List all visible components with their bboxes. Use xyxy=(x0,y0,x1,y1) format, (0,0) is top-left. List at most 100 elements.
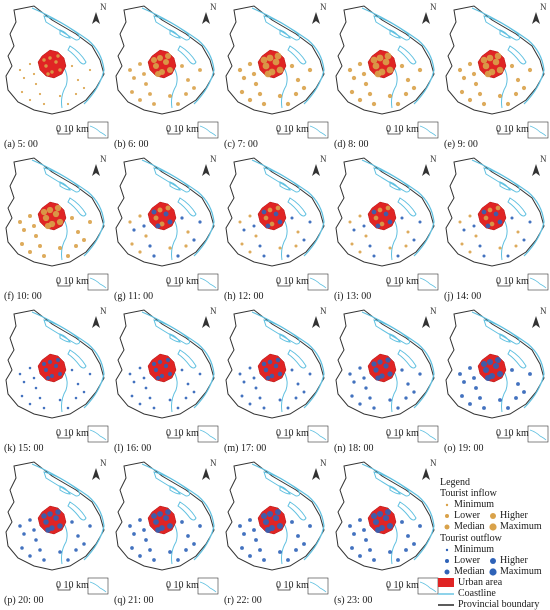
tourist-flow-point xyxy=(192,390,196,394)
panel-label: (s) 23: 00 xyxy=(334,595,373,606)
tourist-flow-point xyxy=(32,224,36,228)
tourist-flow-point xyxy=(267,359,273,365)
tourist-flow-point xyxy=(483,215,489,221)
map-panel: N 0 10 km (q) 21: 00 xyxy=(110,456,220,608)
tourist-flow-point xyxy=(278,550,282,554)
legend-outflow-maximum: Maximum xyxy=(500,566,542,577)
tourist-flow-point xyxy=(22,532,26,536)
inset-map-coast xyxy=(309,125,327,137)
tourist-flow-point xyxy=(481,101,487,107)
tourist-flow-point xyxy=(247,61,253,67)
island-coastline xyxy=(169,333,181,343)
map-panel: N 0 10 km (p) 20: 00 xyxy=(0,456,110,608)
tourist-flow-point xyxy=(267,207,273,213)
tourist-flow-point xyxy=(18,372,22,376)
legend: Legend Tourist inflow Minimum Lower High… xyxy=(436,477,550,610)
scale-bar xyxy=(57,434,71,439)
panel-label: (i) 13: 00 xyxy=(334,291,372,302)
tourist-flow-point xyxy=(258,548,262,552)
inset-map-coast xyxy=(529,277,547,289)
tourist-flow-point xyxy=(138,518,142,522)
panel-label: (r) 22: 00 xyxy=(224,595,262,606)
legend-outflow-median: Median xyxy=(454,566,485,577)
tourist-flow-point xyxy=(418,524,422,528)
tourist-flow-point xyxy=(74,396,78,400)
north-label: N xyxy=(320,154,327,164)
tourist-flow-point xyxy=(272,58,280,66)
tourist-flow-point xyxy=(358,518,362,522)
tourist-flow-point xyxy=(269,221,275,227)
tourist-flow-point xyxy=(467,97,473,103)
tourist-flow-point xyxy=(128,68,132,72)
tourist-flow-point xyxy=(370,512,378,520)
map-panel: N 0 10 km (h) 12: 00 xyxy=(220,152,330,304)
map-panel: N 0 10 km (s) 23: 00 xyxy=(330,456,440,608)
scale-label: 0 10 km xyxy=(56,276,89,287)
tourist-flow-point xyxy=(266,54,274,62)
tourist-flow-point xyxy=(28,366,32,370)
tourist-flow-point xyxy=(302,390,306,394)
tourist-flow-point xyxy=(142,376,146,380)
tourist-flow-point xyxy=(152,406,156,410)
tourist-flow-point xyxy=(376,54,384,62)
map-panel: N 0 10 km (b) 6: 00 xyxy=(110,0,220,152)
tourist-flow-point xyxy=(70,368,74,372)
scale-bar xyxy=(277,130,291,135)
north-arrow-icon xyxy=(422,468,430,480)
tourist-flow-point xyxy=(478,244,482,248)
tourist-flow-point xyxy=(388,550,392,554)
legend-inflow-median: Median xyxy=(454,521,485,532)
tourist-flow-point xyxy=(164,52,172,60)
island-coastline xyxy=(59,29,71,39)
tourist-flow-point xyxy=(467,61,473,67)
tourist-flow-point xyxy=(56,358,60,362)
tourist-flow-point xyxy=(364,538,368,542)
tourist-flow-point xyxy=(58,68,62,72)
tourist-flow-point xyxy=(412,238,416,242)
scale-label: 0 10 km xyxy=(56,124,89,135)
scale-label: 0 10 km xyxy=(386,124,419,135)
tourist-flow-point xyxy=(167,523,173,529)
island-coastline xyxy=(169,485,181,495)
tourist-flow-point xyxy=(240,394,244,398)
tourist-flow-point xyxy=(496,370,504,378)
tourist-flow-point xyxy=(152,558,156,562)
tourist-flow-point xyxy=(357,97,363,103)
tourist-flow-point xyxy=(32,72,36,76)
tourist-flow-point xyxy=(275,357,281,363)
tourist-flow-point xyxy=(184,92,188,96)
tourist-flow-point xyxy=(192,542,196,546)
north-label: N xyxy=(430,2,437,12)
tourist-flow-point xyxy=(257,91,263,97)
tourist-flow-point xyxy=(155,527,161,533)
map-panel: N 0 10 km (o) 19: 00 xyxy=(440,304,550,456)
tourist-flow-point xyxy=(198,68,202,72)
map-panel: N 0 10 km (j) 14: 00 xyxy=(440,152,550,304)
tourist-flow-point xyxy=(412,542,416,546)
tourist-flow-point xyxy=(261,101,267,107)
tourist-flow-point xyxy=(277,93,283,99)
tourist-flow-point xyxy=(132,380,136,384)
tourist-flow-point xyxy=(362,528,366,532)
tourist-flow-point xyxy=(272,514,280,522)
tourist-flow-point xyxy=(153,519,159,525)
north-arrow-icon xyxy=(312,164,320,176)
scale-bar xyxy=(497,282,511,287)
tourist-flow-point xyxy=(180,520,184,524)
tourist-flow-point xyxy=(528,220,532,224)
tourist-flow-point xyxy=(42,254,46,258)
north-label: N xyxy=(540,2,547,12)
island-coastline xyxy=(177,197,197,217)
tourist-flow-point xyxy=(372,406,376,410)
island-coastline xyxy=(507,197,527,217)
tourist-flow-point xyxy=(510,216,514,220)
scale-label: 0 10 km xyxy=(386,276,419,287)
tourist-flow-point xyxy=(290,368,294,372)
tourist-flow-point xyxy=(477,91,483,97)
tourist-flow-point xyxy=(144,234,148,238)
tourist-flow-point xyxy=(302,542,306,546)
tourist-flow-point xyxy=(395,101,401,107)
map-panel: N 0 10 km (e) 9: 00 xyxy=(440,0,550,152)
tourist-flow-point xyxy=(510,368,514,372)
tourist-flow-point xyxy=(468,402,472,406)
